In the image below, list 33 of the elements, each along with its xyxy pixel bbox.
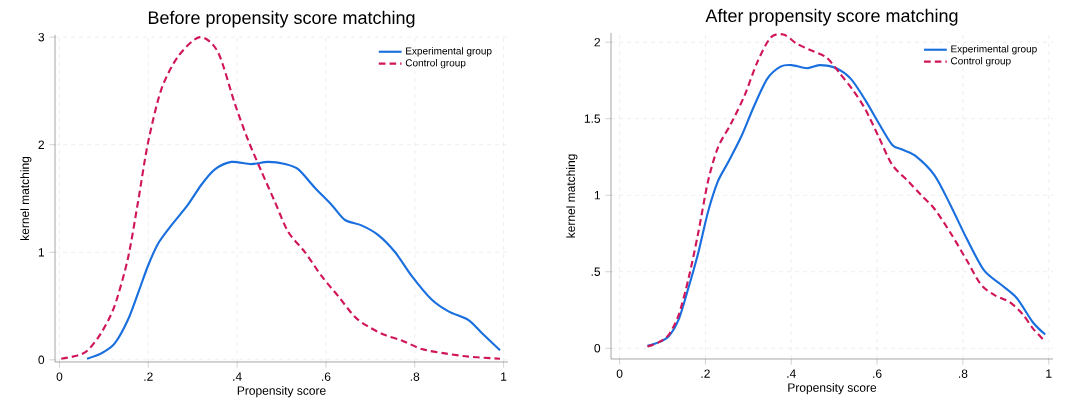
y-tick-label: 3: [38, 32, 45, 42]
legend-label: Experimental group: [951, 45, 1037, 55]
x-tick-label: 0: [56, 372, 63, 381]
x-axis-title: Propensity score: [788, 383, 877, 395]
x-tick-label: 1: [501, 372, 507, 381]
y-tick-label: 1: [38, 248, 45, 257]
y-axis-title: kernel matching: [20, 156, 32, 241]
line-series: [85, 160, 502, 360]
y-tick-label: 2: [38, 140, 44, 149]
x-tick-label: .2: [144, 372, 153, 381]
y-tick-label: 0: [594, 344, 601, 353]
x-tick-label: .2: [701, 369, 710, 378]
legend-label: Control group: [405, 59, 466, 69]
x-tick-label: .8: [958, 369, 968, 378]
x-tick-label: .4: [233, 372, 242, 381]
y-axis-title: kernel matching: [566, 154, 578, 238]
y-tick-label: 2: [594, 37, 600, 47]
chart-title: Before propensity score matching: [148, 10, 415, 28]
legend-label: Experimental group: [406, 47, 492, 57]
x-tick-label: .4: [787, 369, 796, 378]
x-axis-title: Propensity score: [237, 386, 326, 398]
y-tick-label: 1.5: [584, 114, 601, 123]
x-tick-label: .6: [322, 372, 331, 381]
chart-title: After propensity score matching: [705, 8, 958, 26]
line-series: [60, 36, 502, 360]
legend-label: Control group: [951, 57, 1011, 67]
y-tick-label: 0: [38, 355, 45, 365]
x-tick-label: .6: [873, 369, 882, 378]
x-tick-label: 0: [616, 369, 623, 378]
x-tick-label: 1: [1046, 369, 1052, 378]
y-tick-label: .5: [591, 267, 601, 276]
y-tick-label: 1: [594, 191, 601, 200]
x-tick-label: .8: [410, 372, 420, 381]
